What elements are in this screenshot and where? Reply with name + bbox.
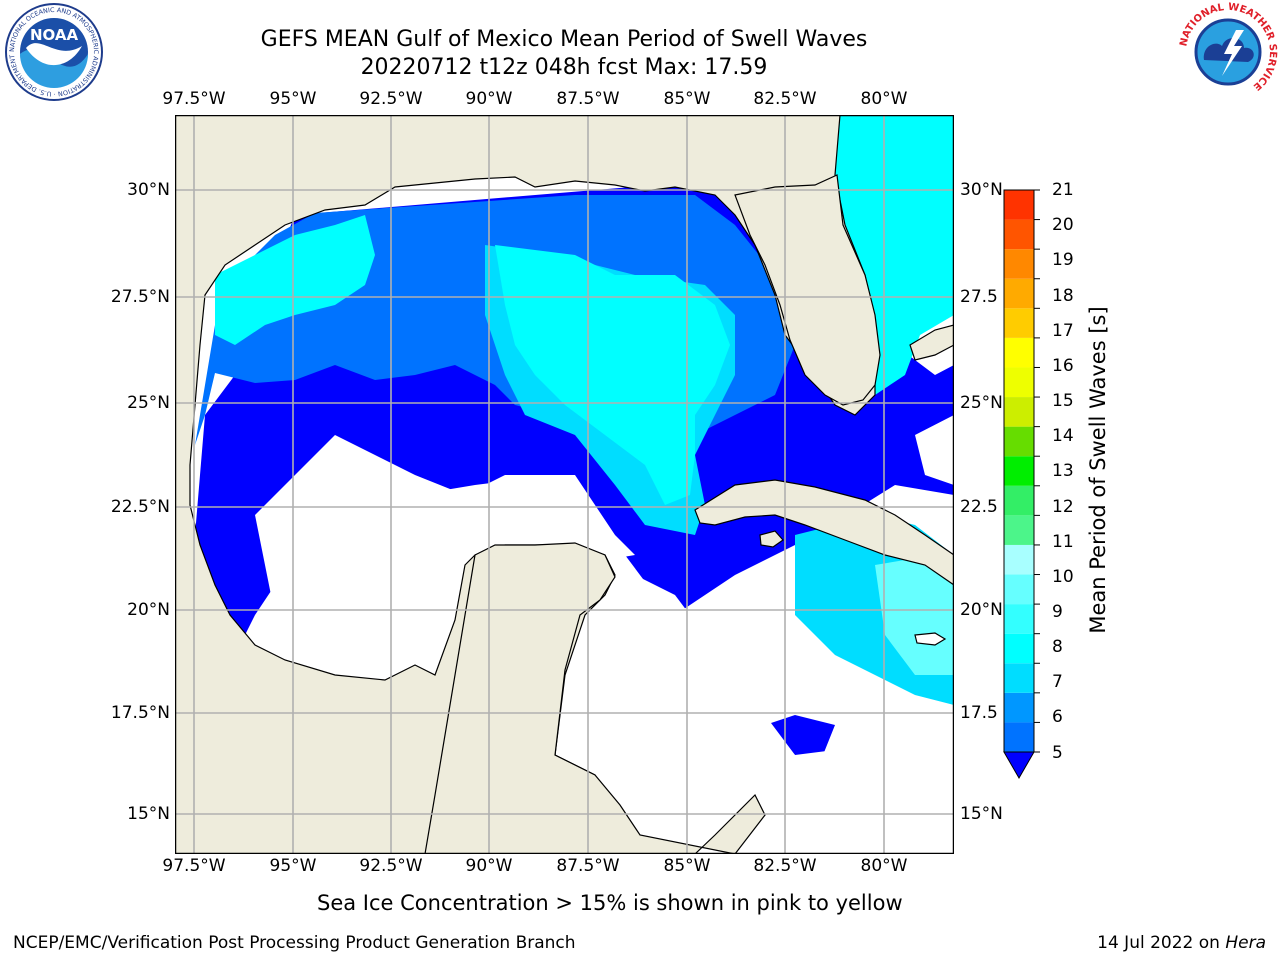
colorbar-tick-label: 11: [1052, 532, 1074, 552]
colorbar-tick-label: 6: [1052, 707, 1063, 727]
colorbar-label: Mean Period of Swell Waves [s]: [1086, 306, 1110, 634]
lon-label-top: 92.5°W: [359, 89, 423, 109]
lon-label-top: 95°W: [269, 89, 317, 109]
swell-zone-west: [215, 215, 375, 345]
colorbar-under-arrow: [1003, 751, 1035, 780]
colorbar-tick-label: 7: [1052, 672, 1063, 692]
no-swell-bay-campeche: [255, 435, 635, 675]
colorbar-bin: [1004, 308, 1034, 338]
land-bahamas: [909, 324, 954, 361]
land-yucatan: [424, 542, 766, 854]
lat-label-right: 22.5: [960, 497, 998, 517]
colorbar-tick-label: 10: [1052, 567, 1074, 587]
lon-label-bottom: 95°W: [269, 856, 317, 876]
lon-label-bottom: 87.5°W: [556, 856, 620, 876]
lat-label-left: 27.5°N: [110, 287, 170, 307]
run-date-text: 14 Jul 2022 on: [1097, 933, 1226, 953]
no-swell-east: [915, 415, 954, 485]
lon-label-bottom: 92.5°W: [359, 856, 423, 876]
colorbar-bin: [1004, 692, 1034, 723]
colorbar-tick-label: 17: [1052, 321, 1074, 341]
lat-label-right: 20°N: [960, 600, 1003, 620]
colorbar-outline: [1003, 189, 1035, 753]
map-plot: [175, 115, 954, 854]
graticule: [175, 115, 954, 854]
land-jamaica: [914, 632, 947, 646]
colorbar-tick-label: 18: [1052, 286, 1074, 306]
run-host: Hera: [1225, 933, 1266, 953]
lat-label-right: 17.5: [960, 703, 998, 723]
colorbar-tick-label: 5: [1052, 743, 1063, 763]
colorbar-tick-label: 12: [1052, 497, 1074, 517]
colorbar-bin: [1004, 485, 1034, 516]
colorbar-tick-label: 9: [1052, 602, 1063, 622]
branch-credit: NCEP/EMC/Verification Post Processing Pr…: [13, 933, 576, 953]
lat-label-left: 17.5°N: [110, 703, 170, 723]
chart-title: GEFS MEAN Gulf of Mexico Mean Period of …: [260, 27, 868, 52]
lat-label-right: 27.5: [960, 287, 998, 307]
lon-label-top: 82.5°W: [753, 89, 817, 109]
lon-label-top: 90°W: [465, 89, 513, 109]
colorbar-bin: [1004, 397, 1034, 427]
lon-label-top: 80°W: [860, 89, 908, 109]
colorbar-tick-label: 14: [1052, 426, 1074, 446]
lon-label-bottom: 82.5°W: [753, 856, 817, 876]
colorbar-tick-label: 15: [1052, 391, 1074, 411]
colorbar-tick-label: 21: [1052, 180, 1074, 200]
lon-label-bottom: 85°W: [663, 856, 711, 876]
run-date: 14 Jul 2022 on Hera: [1097, 933, 1266, 953]
colorbar: [1003, 189, 1040, 780]
colorbar-bin: [1004, 249, 1034, 279]
colorbar-tick-label: 13: [1052, 461, 1074, 481]
colorbar-tick-label: 16: [1052, 356, 1074, 376]
noaa-logo: NATIONAL OCEANIC AND ATMOSPHERIC ADMINIS…: [4, 2, 103, 101]
colorbar-bin: [1004, 515, 1034, 545]
lat-label-left: 15°N: [127, 804, 170, 824]
lon-label-bottom: 80°W: [860, 856, 908, 876]
lon-label-bottom: 97.5°W: [162, 856, 226, 876]
lat-label-left: 22.5°N: [110, 497, 170, 517]
colorbar-bin: [1004, 604, 1034, 634]
swell-field: [195, 115, 954, 854]
colorbar-tick-label: 20: [1052, 215, 1074, 235]
colorbar-tick-label: 8: [1052, 637, 1063, 657]
lat-label-left: 30°N: [127, 180, 170, 200]
sea-ice-note: Sea Ice Concentration > 15% is shown in …: [317, 891, 903, 915]
colorbar-bin: [1004, 574, 1034, 605]
lat-label-right: 30°N: [960, 180, 1003, 200]
colorbar-bin: [1004, 337, 1034, 368]
swell-zone-5: [495, 245, 730, 505]
lon-label-top: 87.5°W: [556, 89, 620, 109]
lat-label-left: 25°N: [127, 393, 170, 413]
colorbar-bin: [1004, 190, 1034, 220]
lat-label-left: 20°N: [127, 600, 170, 620]
lon-label-top: 97.5°W: [162, 89, 226, 109]
lon-label-top: 85°W: [663, 89, 711, 109]
nws-logo: NATIONAL WEATHER SERVICE: [1178, 2, 1278, 102]
colorbar-bin: [1004, 544, 1034, 575]
swell-zone-atlantic: [835, 115, 954, 395]
svg-text:NOAA: NOAA: [30, 26, 79, 44]
colorbar-tick-label: 19: [1052, 250, 1074, 270]
colorbar-bin: [1004, 663, 1034, 693]
lat-label-right: 25°N: [960, 393, 1003, 413]
colorbar-bin: [1004, 722, 1034, 752]
colorbar-bin: [1004, 367, 1034, 398]
chart-subtitle: 20220712 t12z 048h fcst Max: 17.59: [360, 55, 768, 80]
colorbar-bin: [1004, 456, 1034, 486]
colorbar-bin: [1004, 633, 1034, 664]
colorbar-bin: [1004, 278, 1034, 309]
lat-label-right: 15°N: [960, 804, 1003, 824]
land-florida: [734, 174, 881, 406]
land-isla-juventud: [759, 530, 784, 548]
colorbar-bin: [1004, 426, 1034, 457]
lon-label-bottom: 90°W: [465, 856, 513, 876]
colorbar-bin: [1004, 219, 1034, 250]
